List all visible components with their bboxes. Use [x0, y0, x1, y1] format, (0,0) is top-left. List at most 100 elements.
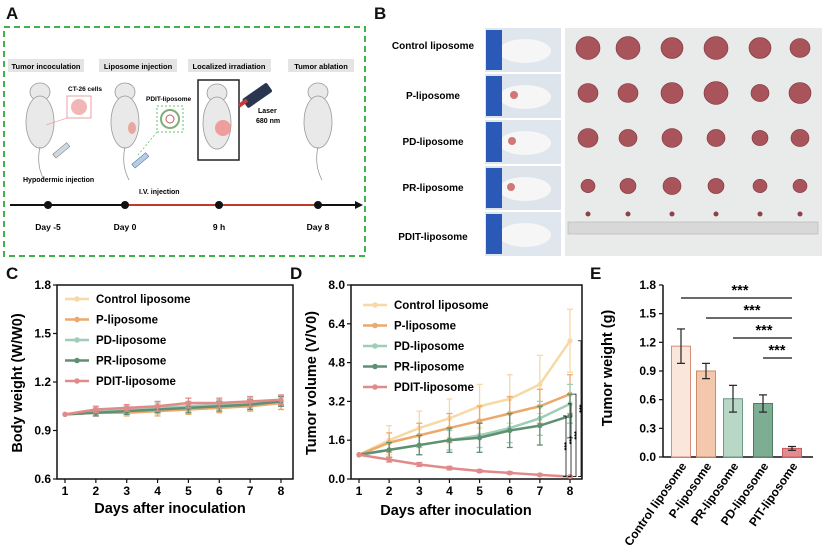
data-point [476, 418, 483, 424]
y-tick-label: 0.3 [639, 421, 656, 435]
legend-label: PDIT-liposome [394, 382, 474, 394]
legend-label: PD-liposome [96, 335, 166, 347]
mouse-photos [485, 28, 561, 256]
data-point [507, 427, 513, 434]
legend-swatch-marker [372, 322, 378, 329]
laser-wavelength: 680 nm [256, 118, 280, 125]
data-point [93, 406, 99, 413]
x-tick-label: 8 [567, 484, 574, 498]
timeline-day0: Day 0 [114, 222, 137, 232]
tumor-photo-sample [790, 129, 810, 147]
legend-label: PD-liposome [394, 341, 464, 353]
iv-syringe-icon [131, 152, 150, 169]
syringe-icon [52, 142, 71, 159]
legend-swatch-marker [74, 378, 80, 384]
significance-bracket [568, 403, 572, 477]
x-tick-label: 4 [446, 484, 453, 498]
data-point [567, 413, 573, 419]
schematic-panel: Tumor incoculation Liposome injection Lo… [3, 26, 366, 257]
legend-label: Control liposome [96, 294, 191, 306]
tumor-photo-sample [615, 36, 641, 60]
series-line [64, 400, 282, 416]
data-point [386, 457, 392, 463]
series-line [64, 400, 282, 416]
body-weight-chart: 1 2 3 4 5 6 7 8 0.6 0.9 1.2 1.5 1.8 Control liposome… [10, 278, 294, 517]
legend-swatch-marker [372, 302, 378, 308]
timeline-day-minus5: Day -5 [35, 222, 61, 232]
data-point [537, 472, 543, 478]
panel-label-a: A [6, 4, 19, 23]
bar [696, 370, 716, 458]
mouse-illustration-3 [197, 79, 240, 161]
data-point [124, 405, 130, 411]
tumor-photo-sample [577, 83, 599, 103]
e-ylabel: Tumor weight (g) [600, 310, 616, 427]
legend-label: P-liposome [394, 321, 456, 333]
legend-label: Control liposome [394, 300, 489, 312]
mouse-illustration-2 [110, 82, 140, 181]
photo-panel: Control liposome P-liposome PD-liposome … [392, 28, 822, 256]
y-tick-label: 1.5 [639, 307, 656, 321]
x-tick-label: 7 [537, 484, 544, 498]
significance-bracket [573, 393, 577, 477]
data-point [154, 403, 161, 409]
tumor-photo-sample [788, 82, 812, 104]
tumor-photo-sample [669, 211, 675, 217]
tumor-photo-sample [792, 179, 808, 193]
significance-bracket [578, 340, 582, 477]
cells-inset [45, 95, 92, 126]
x-tick-label: 3 [416, 484, 423, 498]
data-point [278, 397, 284, 403]
x-tick-label: 8 [278, 484, 285, 498]
tumor-photo [565, 28, 822, 256]
y-tick-label: 0.6 [639, 393, 656, 407]
significance-label: *** [756, 323, 773, 339]
group-label-pd: PD-liposome [402, 137, 464, 148]
data-point [356, 452, 362, 458]
data-point [476, 468, 483, 474]
liposome-inset [137, 105, 184, 156]
d-xlabel: Days after inoculation [380, 503, 531, 519]
tumor-photo-grid [575, 36, 812, 217]
liposome-label: PDIT-liposome [146, 96, 192, 103]
data-point [416, 461, 422, 468]
mouse-illustration-1 [25, 82, 55, 181]
tumor-photo-sample [750, 84, 770, 102]
stage-irradiation: Localized irradiation [193, 62, 266, 71]
y-tick-label: 0.9 [34, 424, 51, 438]
tumor-photo-sample [707, 178, 725, 194]
tumor-photo-sample [575, 36, 601, 60]
laser-device [237, 83, 272, 108]
tumor-photo-sample [797, 211, 803, 217]
panel-label-e: E [590, 264, 602, 283]
tumor-photo-sample [577, 128, 599, 148]
data-point [216, 400, 222, 406]
c-ylabel: Body weight (W/W0) [10, 313, 26, 453]
mouse-illustration-4 [303, 82, 333, 181]
timeline-9h: 9 h [213, 222, 225, 232]
data-point [446, 465, 453, 471]
x-tick-label: 4 [154, 484, 161, 498]
tumor-photo-sample [748, 37, 772, 59]
tumor-photo-sample [618, 129, 638, 147]
tumor-volume-chart: 1 2 3 4 5 6 7 8 0.0 1.6 3.2 4.8 6.4 8.0 Control lipos… [304, 278, 586, 519]
legend-swatch-marker [74, 357, 80, 364]
significance-label: *** [744, 303, 761, 319]
y-tick-label: 1.2 [34, 375, 51, 389]
iv-label: I.V. injection [139, 189, 180, 196]
tumor-photo-sample [752, 179, 768, 193]
tumor-photo-sample [660, 37, 684, 59]
significance-label: *** [732, 283, 749, 299]
tumor-photo-sample [757, 211, 763, 217]
d-ylabel: Tumor volume (V/V0) [304, 311, 320, 455]
c-xlabel: Days after inoculation [94, 501, 245, 517]
stage-inoculation: Tumor incoculation [11, 62, 80, 71]
tumor-photo-sample [660, 82, 684, 104]
legend-label: PDIT-liposome [96, 376, 176, 388]
x-tick-label: 3 [123, 484, 130, 498]
data-point [446, 437, 453, 443]
data-point [416, 442, 422, 448]
data-point [507, 470, 513, 476]
